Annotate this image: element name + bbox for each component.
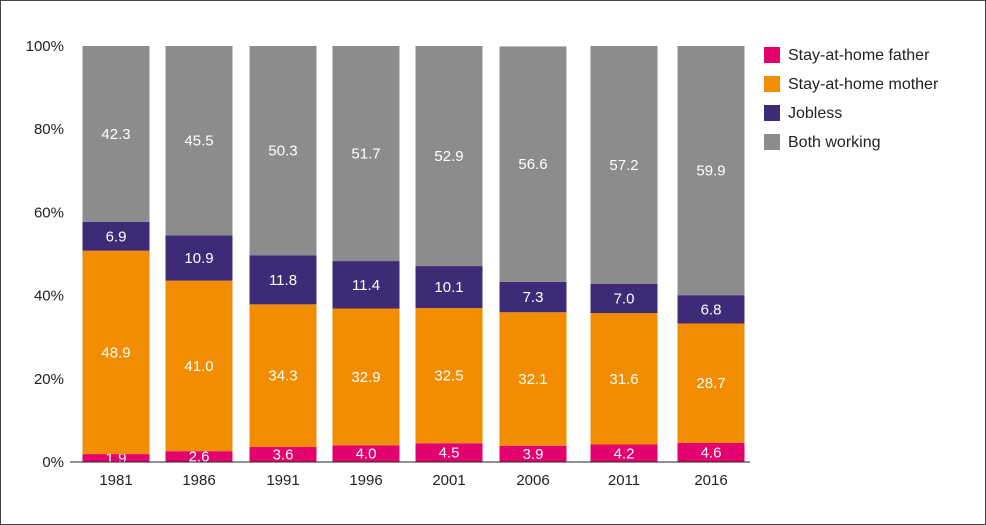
bar-value-label-both-working-1996: 51.7 — [351, 146, 380, 163]
legend-label-stay-at-home-mother: Stay-at-home mother — [788, 76, 939, 93]
bar-segment-jobless-2006[interactable] — [499, 281, 567, 313]
bar-value-label-jobless-2016: 6.8 — [701, 301, 722, 318]
bar-value-label-stay-at-home-mother-2016: 28.7 — [696, 375, 725, 392]
bar-value-label-stay-at-home-mother-2011: 31.6 — [609, 371, 638, 388]
bar-segment-both-working-2016[interactable] — [677, 46, 745, 296]
y-tick-label-5: 100% — [26, 38, 64, 55]
legend-swatch-both-working — [764, 134, 780, 150]
bar-segment-stay-at-home-father-2006[interactable] — [499, 445, 567, 462]
bar-value-label-both-working-1991: 50.3 — [268, 143, 297, 160]
bar-segment-stay-at-home-mother-1981[interactable] — [82, 250, 150, 455]
bar-segment-stay-at-home-mother-2006[interactable] — [499, 312, 567, 446]
bar-segment-stay-at-home-father-1981[interactable] — [82, 454, 150, 462]
x-tick-label-2006: 2006 — [516, 472, 549, 489]
y-tick-label-4: 80% — [34, 121, 64, 138]
bar-segment-jobless-1986[interactable] — [165, 235, 233, 281]
bar-segment-stay-at-home-mother-2011[interactable] — [590, 313, 658, 445]
legend-swatch-stay-at-home-father — [764, 47, 780, 63]
bar-segment-stay-at-home-father-2016[interactable] — [677, 442, 745, 462]
bar-value-label-stay-at-home-father-1986: 2.6 — [189, 449, 210, 466]
bar-segment-both-working-2006[interactable] — [499, 46, 567, 282]
bar-value-label-stay-at-home-mother-1991: 34.3 — [268, 368, 297, 385]
bar-value-label-both-working-1981: 42.3 — [101, 126, 130, 143]
bar-value-label-both-working-2016: 59.9 — [696, 163, 725, 180]
x-tick-label-1981: 1981 — [99, 472, 132, 489]
legend-label-both-working: Both working — [788, 134, 881, 151]
bar-value-label-jobless-1991: 11.8 — [269, 272, 297, 289]
bar-segment-jobless-1996[interactable] — [332, 261, 400, 309]
bar-value-label-jobless-2001: 10.1 — [434, 279, 463, 296]
bar-value-label-both-working-1986: 45.5 — [184, 133, 213, 150]
bar-value-label-stay-at-home-mother-2001: 32.5 — [434, 368, 463, 385]
bar-value-label-stay-at-home-father-2006: 3.9 — [523, 446, 544, 463]
y-tick-label-0: 0% — [42, 454, 64, 471]
bar-segment-both-working-2011[interactable] — [590, 46, 658, 284]
bar-value-label-stay-at-home-mother-1996: 32.9 — [351, 369, 380, 386]
bar-segment-both-working-2001[interactable] — [415, 46, 483, 267]
bar-segment-jobless-2016[interactable] — [677, 295, 745, 324]
bar-segment-both-working-1996[interactable] — [332, 46, 400, 262]
bar-segment-stay-at-home-mother-2016[interactable] — [677, 323, 745, 443]
bar-value-label-stay-at-home-mother-1986: 41.0 — [184, 358, 213, 375]
bar-segment-stay-at-home-mother-1991[interactable] — [249, 304, 317, 448]
legend-label-jobless: Jobless — [788, 105, 842, 122]
x-tick-label-1986: 1986 — [182, 472, 215, 489]
x-tick-label-2016: 2016 — [694, 472, 727, 489]
bar-value-label-stay-at-home-father-1996: 4.0 — [356, 446, 377, 463]
bar-segment-both-working-1981[interactable] — [82, 46, 150, 222]
x-tick-label-2001: 2001 — [432, 472, 465, 489]
bar-segment-stay-at-home-father-2011[interactable] — [590, 444, 658, 462]
bar-value-label-both-working-2011: 57.2 — [609, 157, 638, 174]
bar-segment-stay-at-home-father-1991[interactable] — [249, 447, 317, 462]
legend-label-stay-at-home-father: Stay-at-home father — [788, 47, 930, 64]
bar-segment-both-working-1986[interactable] — [165, 46, 233, 236]
y-tick-label-1: 20% — [34, 371, 64, 388]
bar-segment-stay-at-home-mother-1986[interactable] — [165, 280, 233, 452]
bar-value-label-stay-at-home-father-2001: 4.5 — [439, 445, 460, 462]
y-tick-label-2: 40% — [34, 288, 64, 305]
bar-segment-jobless-2011[interactable] — [590, 283, 658, 314]
bar-segment-jobless-2001[interactable] — [415, 266, 483, 309]
bar-value-label-jobless-1996: 11.4 — [352, 277, 380, 294]
bar-value-label-stay-at-home-mother-1981: 48.9 — [101, 344, 130, 361]
bar-value-label-stay-at-home-father-1991: 3.6 — [273, 447, 294, 464]
x-tick-label-1996: 1996 — [349, 472, 382, 489]
bar-segment-stay-at-home-father-1996[interactable] — [332, 445, 400, 462]
bar-value-label-stay-at-home-father-2011: 4.2 — [614, 445, 635, 462]
x-tick-label-1991: 1991 — [266, 472, 299, 489]
bar-segment-stay-at-home-father-2001[interactable] — [415, 443, 483, 462]
bar-segment-stay-at-home-mother-2001[interactable] — [415, 308, 483, 444]
bar-value-label-jobless-2006: 7.3 — [523, 289, 544, 306]
bar-value-label-both-working-2006: 56.6 — [518, 156, 547, 173]
bar-segment-stay-at-home-father-1986[interactable] — [165, 451, 233, 462]
bar-segment-jobless-1991[interactable] — [249, 255, 317, 305]
bar-segment-jobless-1981[interactable] — [82, 221, 150, 251]
bar-value-label-both-working-2001: 52.9 — [434, 148, 463, 165]
bar-value-label-stay-at-home-father-1981: 1.9 — [106, 450, 127, 467]
bar-value-label-jobless-1986: 10.9 — [184, 250, 213, 267]
bar-segment-stay-at-home-mother-1996[interactable] — [332, 308, 400, 446]
x-tick-label-2011: 2011 — [608, 472, 640, 489]
bar-value-label-jobless-1981: 6.9 — [106, 228, 127, 245]
y-tick-label-3: 60% — [34, 204, 64, 221]
bar-value-label-stay-at-home-mother-2006: 32.1 — [518, 371, 547, 388]
bar-value-label-stay-at-home-father-2016: 4.6 — [701, 444, 722, 461]
legend-swatch-stay-at-home-mother — [764, 76, 780, 92]
legend-swatch-jobless — [764, 105, 780, 121]
bar-value-label-jobless-2011: 7.0 — [614, 291, 635, 308]
bar-segment-both-working-1991[interactable] — [249, 46, 317, 256]
